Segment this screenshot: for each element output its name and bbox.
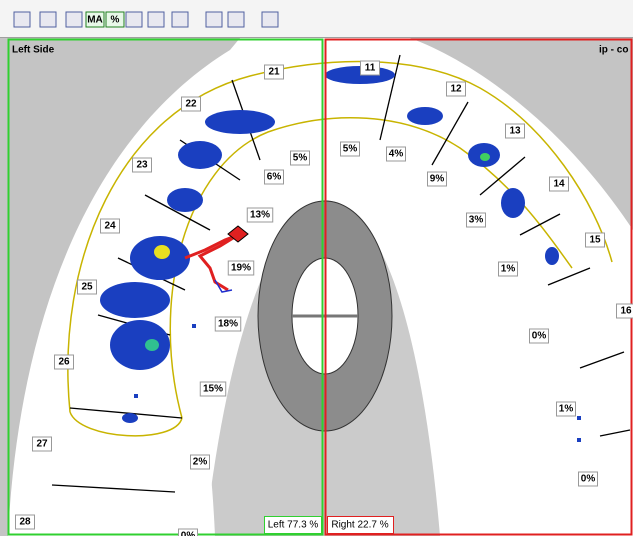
tooth-number-box xyxy=(181,96,201,112)
outline-end xyxy=(69,411,183,437)
tooth-number-box xyxy=(100,218,120,234)
toolbar-icon[interactable] xyxy=(13,11,31,28)
tooth-number-box xyxy=(585,232,605,248)
tooth-number: 23 xyxy=(136,160,148,171)
toolbar-button-label: % xyxy=(111,15,120,26)
right-panel xyxy=(324,38,633,536)
tooth-number-box xyxy=(360,60,380,76)
tooth-number: 22 xyxy=(185,99,197,110)
force-percentage: 3% xyxy=(469,215,484,226)
arch-edge xyxy=(150,408,215,536)
force-percentage: 9% xyxy=(430,174,445,185)
tooth-number: 28 xyxy=(19,517,31,528)
tooth-number-box xyxy=(616,303,633,319)
force-percentage: 0% xyxy=(581,474,596,485)
force-percentage-box xyxy=(498,261,518,277)
tooth-number-box xyxy=(264,64,284,80)
tooth-number-box xyxy=(446,81,466,97)
force-percentage-box xyxy=(556,401,576,417)
tooth-number: 27 xyxy=(36,439,48,450)
tooth-number-box xyxy=(549,176,569,192)
tooth-number: 12 xyxy=(450,84,462,95)
force-percentage: 6% xyxy=(267,172,282,183)
right-total-box xyxy=(327,516,394,534)
force-percentage-box xyxy=(190,454,210,470)
trajectory-end xyxy=(214,279,233,293)
force-percentage-box xyxy=(466,212,486,228)
tooth-number-box xyxy=(77,279,97,295)
tooth-number-box xyxy=(32,436,52,452)
force-percentage-box xyxy=(227,260,255,276)
toolbar-icon[interactable] xyxy=(125,11,143,28)
right-title: ip - co xyxy=(599,45,628,56)
toolbar-icon[interactable] xyxy=(147,11,165,28)
left-title: Left Side xyxy=(12,45,55,56)
force-percentage-box xyxy=(178,528,198,536)
force-percentage: 5% xyxy=(343,144,358,155)
force-percentage-box xyxy=(199,381,227,397)
tooth-number-box xyxy=(505,123,525,139)
tooth-number: 26 xyxy=(58,357,70,368)
left-panel xyxy=(7,38,324,536)
force-percentage-box xyxy=(529,328,549,344)
toolbar-button[interactable] xyxy=(85,11,105,28)
tooth-number: 15 xyxy=(589,235,601,246)
force-percentage: 15% xyxy=(203,384,223,395)
toolbar-button-label: MA xyxy=(87,15,103,26)
tooth-number: 16 xyxy=(620,306,632,317)
force-trajectory xyxy=(184,233,239,292)
force-percentage-box xyxy=(214,316,242,332)
force-percentage: 19% xyxy=(231,263,251,274)
tooth-number: 24 xyxy=(104,221,116,232)
toolbar-buttons: MA% xyxy=(13,11,279,28)
force-percentage: 0% xyxy=(532,331,547,342)
force-percentage: 13% xyxy=(250,210,270,221)
labels: 21 22 23 24 25 26 27 28 11 12 13 14 15 16 5% 6% 13% 19% 18… xyxy=(15,60,633,536)
tooth-number-box xyxy=(15,514,35,530)
force-percentage: 1% xyxy=(501,264,516,275)
toolbar-icon[interactable] xyxy=(205,11,223,28)
outline-outer xyxy=(67,60,613,413)
toolbar-icon[interactable] xyxy=(261,11,279,28)
force-percentage: 4% xyxy=(389,149,404,160)
force-percentage: 0% xyxy=(181,531,196,536)
left-total-box xyxy=(264,516,322,534)
force-percentage-box xyxy=(340,141,360,157)
toolbar-icon[interactable] xyxy=(227,11,245,28)
toolbar-button[interactable] xyxy=(105,11,125,28)
tooth-number: 14 xyxy=(553,179,565,190)
tooth-number: 25 xyxy=(81,282,93,293)
tooth-number-box xyxy=(132,157,152,173)
force-percentage-box xyxy=(578,471,598,487)
toolbar-icon[interactable] xyxy=(65,11,83,28)
force-percentage-box xyxy=(264,169,284,185)
tooth-number: 21 xyxy=(268,67,280,78)
force-percentage: 2% xyxy=(193,457,208,468)
force-percentage: 1% xyxy=(559,404,574,415)
toolbar-icon[interactable] xyxy=(171,11,189,28)
tooth-number-box xyxy=(54,354,74,370)
right-total: Right 22.7 % xyxy=(331,520,388,531)
force-percentage-box xyxy=(427,171,447,187)
force-percentage-box xyxy=(290,150,310,166)
force-percentage-box xyxy=(386,146,406,162)
force-percentage-box xyxy=(246,207,274,223)
contact-areas xyxy=(100,66,581,442)
cof-marker xyxy=(227,225,249,243)
force-percentage: 18% xyxy=(218,319,238,330)
force-percentage: 5% xyxy=(293,153,308,164)
tooth-number: 13 xyxy=(509,126,521,137)
left-total: Left 77.3 % xyxy=(268,520,319,531)
toolbar-icon[interactable] xyxy=(39,11,57,28)
tooth-number: 11 xyxy=(365,63,376,74)
